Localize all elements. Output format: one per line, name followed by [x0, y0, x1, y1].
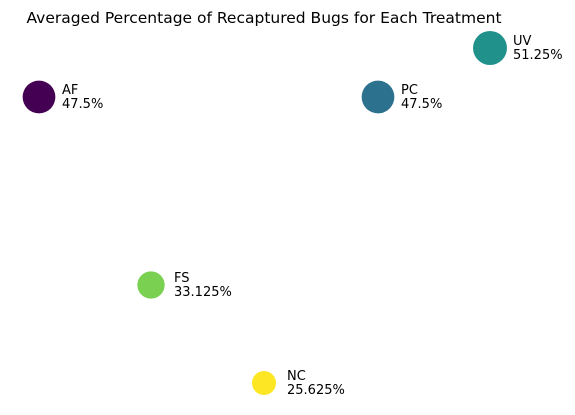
bubble-value-nc: 25.625%	[287, 383, 345, 398]
bubble-af	[22, 80, 56, 114]
bubble-name-af: AF	[62, 83, 78, 98]
bubble-name-nc: NC	[287, 369, 306, 384]
bubble-fs	[137, 271, 165, 299]
bubble-value-pc: 47.5%	[401, 97, 442, 112]
chart-title: Averaged Percentage of Recaptured Bugs f…	[26, 9, 501, 27]
bubble-name-uv: UV	[513, 34, 532, 49]
bubble-value-fs: 33.125%	[174, 285, 232, 300]
bubble-value-uv: 51.25%	[513, 48, 563, 63]
bubble-value-af: 47.5%	[62, 97, 103, 112]
bubble-nc	[251, 370, 277, 396]
bubble-name-pc: PC	[401, 83, 418, 98]
bubble-uv	[473, 31, 507, 65]
bubble-name-fs: FS	[174, 271, 190, 286]
bubble-pc	[361, 80, 395, 114]
